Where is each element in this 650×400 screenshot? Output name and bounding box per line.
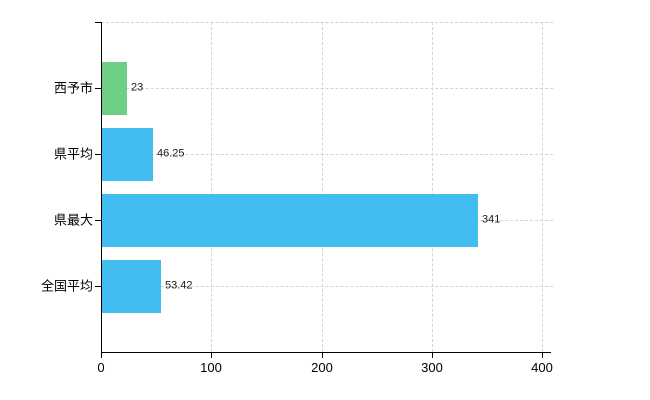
y-axis-line (101, 22, 102, 353)
x-axis-tick (542, 352, 543, 358)
x-tick-label: 200 (311, 360, 333, 375)
gridline-vertical (211, 22, 212, 352)
bar (102, 128, 153, 181)
x-axis-tick (101, 352, 102, 358)
category-label: 県平均 (53, 146, 93, 162)
gridline-horizontal (101, 88, 553, 89)
gridline-vertical (322, 22, 323, 352)
bar-value-label: 23 (131, 81, 144, 94)
y-axis-tick (95, 220, 101, 221)
y-axis-tick (95, 286, 101, 287)
x-axis-line (101, 352, 551, 353)
gridline-vertical (542, 22, 543, 352)
y-axis-tick (95, 88, 101, 89)
bar (102, 62, 127, 115)
category-label: 西予市 (53, 80, 93, 96)
x-tick-label: 100 (200, 360, 222, 375)
y-axis-tick (95, 154, 101, 155)
gridline-vertical (432, 22, 433, 352)
plot-top-border (101, 22, 553, 23)
x-tick-label: 0 (97, 360, 105, 375)
x-tick-label: 300 (421, 360, 443, 375)
bar (102, 194, 478, 247)
bar-value-label: 46.25 (157, 147, 185, 160)
x-axis-tick (211, 352, 212, 358)
gridline-horizontal (101, 286, 553, 287)
x-tick-label: 400 (531, 360, 553, 375)
bar-value-label: 341 (482, 213, 501, 226)
bar-value-label: 53.42 (165, 279, 193, 292)
y-axis-top-tick (95, 22, 101, 23)
gridline-horizontal (101, 154, 553, 155)
x-axis-tick (322, 352, 323, 358)
category-label: 全国平均 (40, 278, 93, 294)
x-axis-tick (432, 352, 433, 358)
category-label: 県最大 (53, 212, 93, 228)
bar (102, 260, 161, 313)
